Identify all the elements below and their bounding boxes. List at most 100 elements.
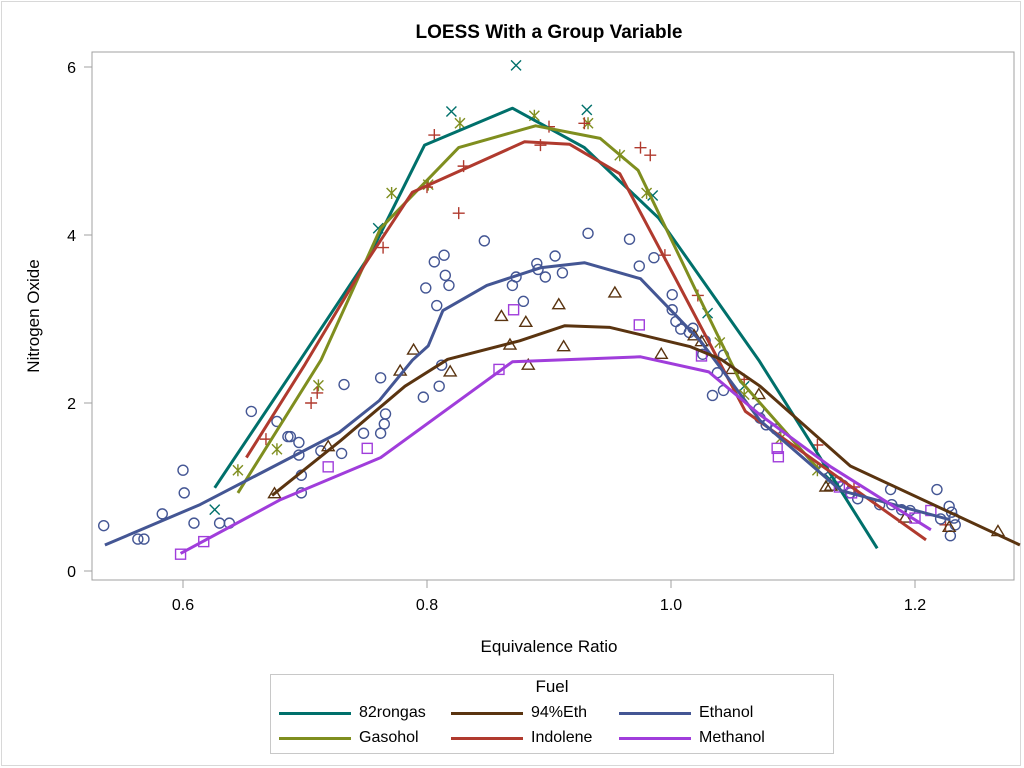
legend-label: Methanol — [699, 729, 765, 746]
data-point-ethanol — [433, 380, 445, 392]
legend-item-82rongas: 82rongas — [279, 703, 426, 723]
data-point-ethanol — [188, 517, 200, 529]
legend-label: 82rongas — [359, 704, 426, 721]
data-point-indolene — [305, 397, 318, 409]
data-point-ethanol — [379, 408, 392, 420]
data-point-94eth — [551, 297, 566, 310]
loess-curves — [104, 106, 1021, 555]
legend-swatch — [451, 711, 523, 715]
data-point-ethanol — [556, 267, 569, 279]
data-point-ethanol — [374, 427, 387, 439]
data-point-94eth — [556, 339, 571, 352]
data-point-methanol — [771, 442, 783, 455]
data-point-ethanol — [245, 405, 258, 418]
data-point-ethanol — [177, 464, 189, 476]
data-point-ethanol — [156, 508, 168, 520]
chart-title: LOESS With a Group Variable — [416, 22, 683, 43]
loess-curve-gasohol — [236, 124, 820, 494]
data-point-ethanol — [213, 517, 226, 529]
data-point-methanol — [772, 451, 785, 463]
data-point-ethanol — [706, 389, 719, 402]
data-point-ethanol — [431, 299, 443, 312]
data-point-ethanol — [357, 427, 370, 439]
data-point-ethanol — [666, 304, 678, 316]
legend-swatch — [279, 736, 351, 740]
y-tick-label: 4 — [67, 228, 76, 245]
data-point-indolene — [644, 149, 657, 162]
data-point-82rongas — [510, 59, 522, 71]
loess-curve-methanol — [179, 355, 932, 555]
data-point-ethanol — [944, 530, 957, 542]
legend-item-gasohol: Gasohol — [279, 728, 419, 748]
data-point-94eth — [494, 309, 509, 322]
data-point-94eth — [751, 387, 767, 400]
x-axis-label: Equivalence Ratio — [480, 637, 617, 656]
scatter-points — [97, 59, 1006, 560]
data-point-ethanol — [439, 269, 451, 282]
y-tick-label: 0 — [67, 564, 76, 581]
data-point-94eth — [941, 519, 957, 533]
data-point-gasohol — [312, 379, 324, 392]
legend-item-ethanol: Ethanol — [619, 703, 753, 723]
data-point-methanol — [633, 319, 645, 331]
data-point-ethanol — [949, 519, 961, 531]
loess-curve-indolene — [245, 140, 927, 542]
legend-label: Indolene — [531, 729, 593, 746]
data-point-94eth — [818, 479, 834, 492]
x-axis: 0.6 0.8 1.0 1.2 — [172, 580, 926, 614]
legend-swatch — [451, 736, 523, 740]
data-point-94eth — [442, 364, 458, 377]
legend-swatch — [619, 711, 691, 715]
legend-swatch — [279, 711, 351, 715]
x-tick-label: 0.6 — [172, 597, 194, 614]
data-point-ethanol — [428, 256, 441, 268]
data-point-ethanol — [284, 430, 297, 443]
data-point-ethanol — [633, 260, 645, 272]
data-point-ethanol — [478, 235, 491, 247]
data-point-indolene — [534, 139, 547, 152]
loess-curve-82rongas — [213, 106, 879, 550]
data-point-ethanol — [282, 430, 294, 443]
data-point-methanol — [322, 461, 334, 473]
data-point-gasohol — [454, 117, 466, 130]
data-point-ethanol — [420, 282, 432, 294]
data-point-94eth — [521, 357, 536, 370]
data-point-methanol — [174, 548, 187, 560]
data-point-94eth — [686, 328, 702, 341]
loess-curve-ethanol — [104, 261, 951, 547]
x-tick-label: 1.2 — [904, 597, 926, 614]
data-point-gasohol — [386, 187, 398, 199]
data-point-94eth — [406, 342, 421, 355]
data-point-indolene — [634, 141, 647, 154]
legend-label: Ethanol — [699, 704, 754, 721]
data-point-ethanol — [549, 250, 561, 262]
data-point-indolene — [311, 386, 324, 399]
data-point-methanol — [833, 481, 846, 493]
data-point-indolene — [428, 129, 441, 142]
data-point-ethanol — [648, 251, 660, 264]
data-point-82rongas — [445, 106, 457, 118]
data-point-ethanol — [623, 233, 636, 245]
data-point-ethanol — [443, 279, 455, 292]
data-point-ethanol — [378, 418, 390, 430]
y-axis: 0 2 4 6 — [67, 60, 92, 581]
data-point-indolene — [578, 117, 591, 130]
data-point-ethanol — [417, 391, 430, 403]
data-point-ethanol — [517, 295, 530, 308]
data-point-ethanol — [335, 447, 348, 460]
data-point-methanol — [361, 442, 373, 455]
data-point-82rongas — [209, 504, 221, 516]
data-point-94eth — [518, 314, 534, 328]
data-point-82rongas — [581, 104, 593, 116]
legend-item-methanol: Methanol — [619, 728, 765, 748]
legend-swatch — [619, 736, 691, 740]
data-point-ethanol — [97, 519, 110, 532]
data-point-methanol — [198, 535, 210, 548]
y-tick-label: 2 — [67, 396, 76, 413]
y-tick-label: 6 — [67, 60, 76, 77]
data-point-ethanol — [438, 249, 450, 261]
data-point-indolene — [452, 207, 465, 220]
plot-area — [91, 51, 1015, 581]
